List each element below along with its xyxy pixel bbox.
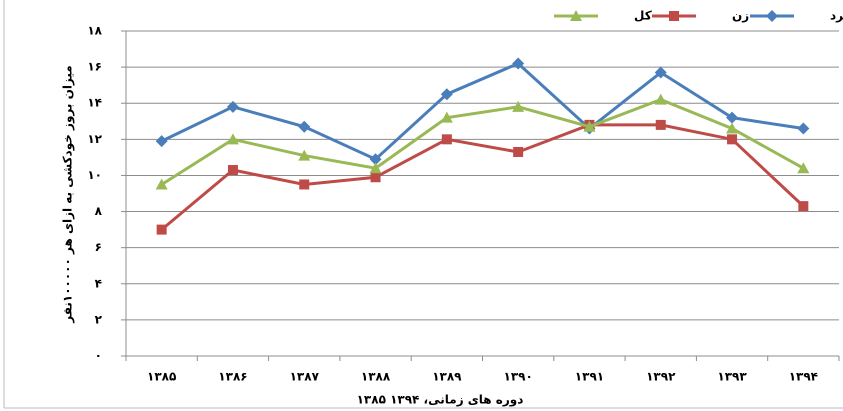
- x-tick-label: ۱۳۹۱: [575, 370, 604, 384]
- marker-triangle: [440, 111, 453, 123]
- y-tick-label: ۴: [95, 276, 102, 290]
- marker-diamond: [155, 135, 168, 148]
- marker-square: [370, 172, 381, 183]
- marker-diamond: [512, 57, 525, 70]
- marker-diamond: [369, 153, 382, 166]
- legend-label: زن: [732, 9, 749, 23]
- marker-triangle: [583, 120, 596, 132]
- marker-diamond: [298, 120, 311, 133]
- marker-square: [299, 179, 310, 190]
- marker-diamond: [654, 66, 667, 79]
- y-tick-label: ۱۶: [87, 60, 102, 74]
- marker-square: [156, 224, 167, 235]
- marker-triangle: [654, 93, 667, 105]
- marker-diamond: [726, 111, 739, 124]
- legend-label: کل: [634, 9, 652, 23]
- legend-label: مرد: [830, 9, 843, 23]
- x-tick-label: ۱۳۸۶: [218, 370, 247, 384]
- y-tick-label: ۱۰: [87, 168, 102, 182]
- marker-square: [655, 119, 666, 130]
- marker-triangle: [797, 162, 810, 174]
- marker-diamond: [766, 10, 778, 22]
- y-tick-label: ۱۲: [87, 132, 102, 146]
- x-tick-label: ۱۳۹۲: [646, 370, 676, 384]
- marker-triangle: [512, 100, 525, 112]
- marker-square: [669, 11, 679, 21]
- y-tick-label: ۶: [95, 240, 102, 254]
- x-axis-title: دوره های زمانی، ۱۳۹۴ ۱۳۸۵: [357, 393, 524, 408]
- marker-square: [798, 201, 809, 212]
- x-tick-label: ۱۳۹۴: [789, 370, 818, 384]
- x-tick-label: ۱۳۸۸: [361, 370, 391, 384]
- x-tick-label: ۱۳۸۷: [290, 370, 320, 384]
- series-line: [160, 61, 804, 161]
- marker-diamond: [226, 100, 239, 113]
- y-tick-label: ۰: [95, 349, 102, 363]
- y-tick-label: ۲: [95, 312, 103, 326]
- marker-triangle: [726, 122, 739, 134]
- marker-square: [727, 134, 738, 145]
- marker-triangle: [155, 178, 168, 190]
- series-line: [160, 123, 805, 231]
- x-tick-label: ۱۳۸۵: [147, 370, 176, 384]
- y-axis-title: میزان بروز خودکشی به ازای هر ۱۰۰۰۰۰نفر: [61, 65, 76, 323]
- marker-diamond: [797, 122, 810, 135]
- marker-square: [441, 134, 452, 145]
- marker-square: [513, 146, 524, 157]
- marker-triangle: [369, 162, 382, 174]
- marker-square: [227, 165, 238, 176]
- x-tick-label: ۱۳۸۹: [432, 370, 462, 384]
- marker-triangle: [226, 133, 239, 145]
- x-tick-label: ۱۳۹۳: [717, 370, 747, 384]
- marker-triangle: [298, 149, 311, 161]
- x-tick-label: ۱۳۹۰: [504, 370, 533, 384]
- marker-diamond: [440, 88, 453, 101]
- marker-triangle: [570, 10, 582, 21]
- y-tick-label: ۸: [95, 204, 103, 218]
- y-tick-label: ۱۴: [87, 96, 102, 110]
- y-tick-label: ۱۸: [87, 24, 102, 38]
- series-line: [160, 97, 805, 186]
